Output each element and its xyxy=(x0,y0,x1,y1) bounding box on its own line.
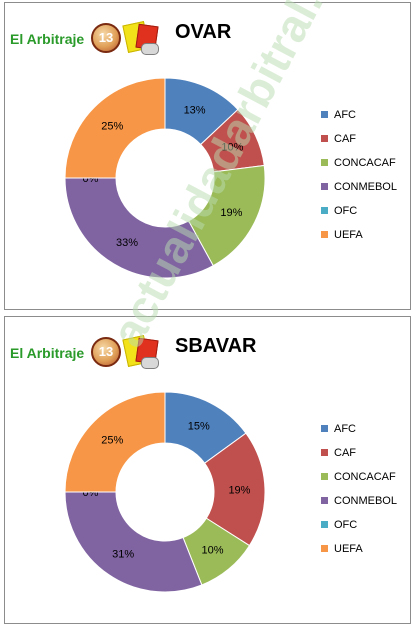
legend-swatch xyxy=(321,472,328,480)
legend-swatch xyxy=(321,110,328,118)
legend-item-concacaf: CONCACAF xyxy=(321,471,397,495)
legend-item-afc: AFC xyxy=(321,109,397,133)
slice-conmebol xyxy=(64,491,203,593)
legend-label: AFC xyxy=(334,109,356,122)
legend-label: CONCACAF xyxy=(334,157,396,170)
legend-label: CAF xyxy=(334,133,356,146)
data-label-conmebol: 31% xyxy=(112,549,134,561)
badge-13-icon: 13 xyxy=(91,23,121,53)
badge-13-icon: 13 xyxy=(91,337,121,367)
slice-uefa xyxy=(64,77,166,179)
data-label-concacaf: 19% xyxy=(220,207,242,219)
legend-label: CONCACAF xyxy=(334,471,396,484)
legend-item-uefa: UEFA xyxy=(321,543,397,567)
legend-label: AFC xyxy=(334,423,356,436)
legend-swatch xyxy=(321,182,328,190)
legend-swatch xyxy=(321,424,328,432)
data-label-caf: 19% xyxy=(228,485,250,497)
legend-label: CONMEBOL xyxy=(334,495,397,508)
legend-item-ofc: OFC xyxy=(321,519,397,543)
legend-item-conmebol: CONMEBOL xyxy=(321,181,397,205)
legend-swatch xyxy=(321,206,328,214)
referee-cards-icon xyxy=(122,335,161,369)
donut-chart: 15%19%10%31%0%25% xyxy=(64,391,266,593)
data-label-afc: 13% xyxy=(184,105,206,117)
legend: AFC CAF CONCACAF CONMEBOL OFC UEFA xyxy=(321,109,397,253)
legend-item-ofc: OFC xyxy=(321,205,397,229)
legend-label: CONMEBOL xyxy=(334,181,397,194)
legend-label: UEFA xyxy=(334,229,363,242)
legend-swatch xyxy=(321,520,328,528)
chart-title: SBAVAR xyxy=(175,335,257,357)
brand-text: El Arbitraje xyxy=(10,31,85,47)
data-label-afc: 15% xyxy=(188,421,210,433)
badge-number: 13 xyxy=(98,30,114,45)
chart-panel-ovar: El Arbitraje 13 OVAR 13% 10% 19% 33% 0% 25% A… xyxy=(4,2,411,310)
legend-label: UEFA xyxy=(334,543,363,556)
data-label-conmebol: 33% xyxy=(116,237,138,249)
legend-swatch xyxy=(321,230,328,238)
legend-swatch xyxy=(321,448,328,456)
referee-cards-icon xyxy=(122,21,161,55)
legend-item-conmebol: CONMEBOL xyxy=(321,495,397,519)
legend-item-caf: CAF xyxy=(321,447,397,471)
data-label-caf: 10% xyxy=(221,141,243,153)
legend-label: OFC xyxy=(334,205,358,218)
legend-item-afc: AFC xyxy=(321,423,397,447)
legend-label: OFC xyxy=(334,519,358,532)
slice-conmebol xyxy=(64,177,214,279)
data-label-uefa: 25% xyxy=(101,120,123,132)
legend: AFC CAF CONCACAF CONMEBOL OFC UEFA xyxy=(321,423,397,567)
legend-swatch xyxy=(321,158,328,166)
brand-text: El Arbitraje xyxy=(10,345,85,361)
chart-panel-sbavar: El Arbitraje 13 SBAVAR 15% 19% 10% 31% 0% 25%… xyxy=(4,316,411,624)
slice-uefa xyxy=(64,391,166,493)
chart-title: OVAR xyxy=(175,21,232,43)
donut-chart: 13%10%19%33%0%25% xyxy=(64,77,266,279)
legend-swatch xyxy=(321,134,328,142)
legend-label: CAF xyxy=(334,447,356,460)
legend-swatch xyxy=(321,496,328,504)
data-label-uefa: 25% xyxy=(101,434,123,446)
legend-item-uefa: UEFA xyxy=(321,229,397,253)
data-label-concacaf: 10% xyxy=(201,544,223,556)
legend-swatch xyxy=(321,544,328,552)
legend-item-caf: CAF xyxy=(321,133,397,157)
legend-item-concacaf: CONCACAF xyxy=(321,157,397,181)
badge-number: 13 xyxy=(98,344,114,359)
